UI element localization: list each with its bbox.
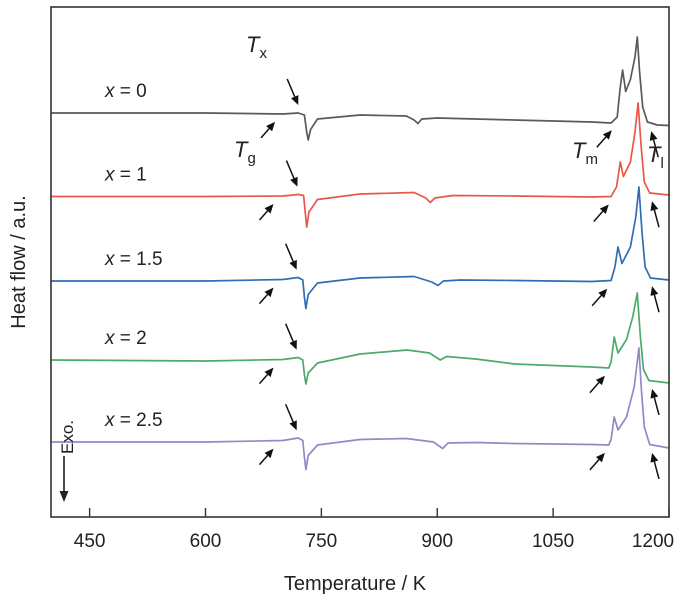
series-line-4 <box>51 347 670 471</box>
tl-arrow-icon <box>649 131 659 158</box>
tm-arrow-icon <box>596 130 612 148</box>
x-tick-label: 750 <box>306 531 338 552</box>
tx-arrow-icon <box>286 78 299 105</box>
series-label-value: = 2 <box>115 328 147 349</box>
series-label-var: x <box>104 328 116 349</box>
series-layer <box>50 36 670 471</box>
series-line-1 <box>51 102 670 228</box>
tl-arrow-icon <box>650 201 660 228</box>
series-label: x = 1 <box>104 165 147 186</box>
annotation-arrows <box>258 78 660 480</box>
annotation-tg: Tg <box>234 137 256 167</box>
tg-arrow-icon <box>258 287 274 305</box>
annotation-tx: Tx <box>246 32 267 62</box>
series-label-var: x <box>104 165 116 186</box>
x-tick-label: 1200 <box>632 531 674 552</box>
series-label-var: x <box>104 249 116 270</box>
tx-arrow-icon <box>284 403 297 431</box>
series-label-var: x <box>104 81 116 102</box>
tm-arrow-icon <box>591 288 608 307</box>
series-label-value: = 2.5 <box>115 410 163 431</box>
series-line-2 <box>51 186 670 310</box>
series-label: x = 0 <box>104 81 147 102</box>
tg-arrow-icon <box>260 121 276 139</box>
exo-label: Exo. <box>58 420 77 454</box>
series-line-3 <box>50 292 670 385</box>
tx-arrow-icon <box>284 323 297 350</box>
series-label: x = 1.5 <box>104 249 163 270</box>
y-axis-title: Heat flow / a.u. <box>8 195 30 328</box>
series-label: x = 2.5 <box>104 410 163 431</box>
series-label-var: x <box>104 410 116 431</box>
series-line-0 <box>51 36 670 141</box>
series-label-value: = 1 <box>115 165 147 186</box>
series-labels: x = 0x = 1x = 1.5x = 2x = 2.5 <box>104 81 163 431</box>
tx-arrow-icon <box>285 160 298 187</box>
tm-arrow-icon <box>593 204 609 223</box>
x-axis-title: Temperature / K <box>284 573 427 595</box>
tm-arrow-icon <box>589 452 605 471</box>
plot-frame <box>50 6 670 518</box>
exo-arrowhead-icon <box>59 491 69 502</box>
x-tick-label: 900 <box>421 531 453 552</box>
annotation-tl: Tl <box>647 142 664 172</box>
series-label-value: = 1.5 <box>115 249 163 270</box>
tx-arrow-icon <box>284 243 297 270</box>
tl-arrow-icon <box>650 452 660 480</box>
exo-indicator: Exo. <box>58 420 77 502</box>
tg-arrow-icon <box>258 448 274 466</box>
series-label: x = 2 <box>104 328 147 349</box>
x-tick-label: 600 <box>190 531 222 552</box>
series-label-value: = 0 <box>115 81 147 102</box>
tm-arrow-icon <box>589 375 605 394</box>
tl-arrow-icon <box>650 388 660 416</box>
x-tick-label: 450 <box>74 531 106 552</box>
annotation-tm: Tm <box>572 138 598 168</box>
tl-arrow-icon <box>650 286 660 313</box>
tg-arrow-icon <box>258 204 274 221</box>
x-tick-label: 1050 <box>532 531 574 552</box>
tg-arrow-icon <box>258 367 274 385</box>
x-axis-ticks: 450 600 750 900 1050 1200 <box>74 508 674 552</box>
